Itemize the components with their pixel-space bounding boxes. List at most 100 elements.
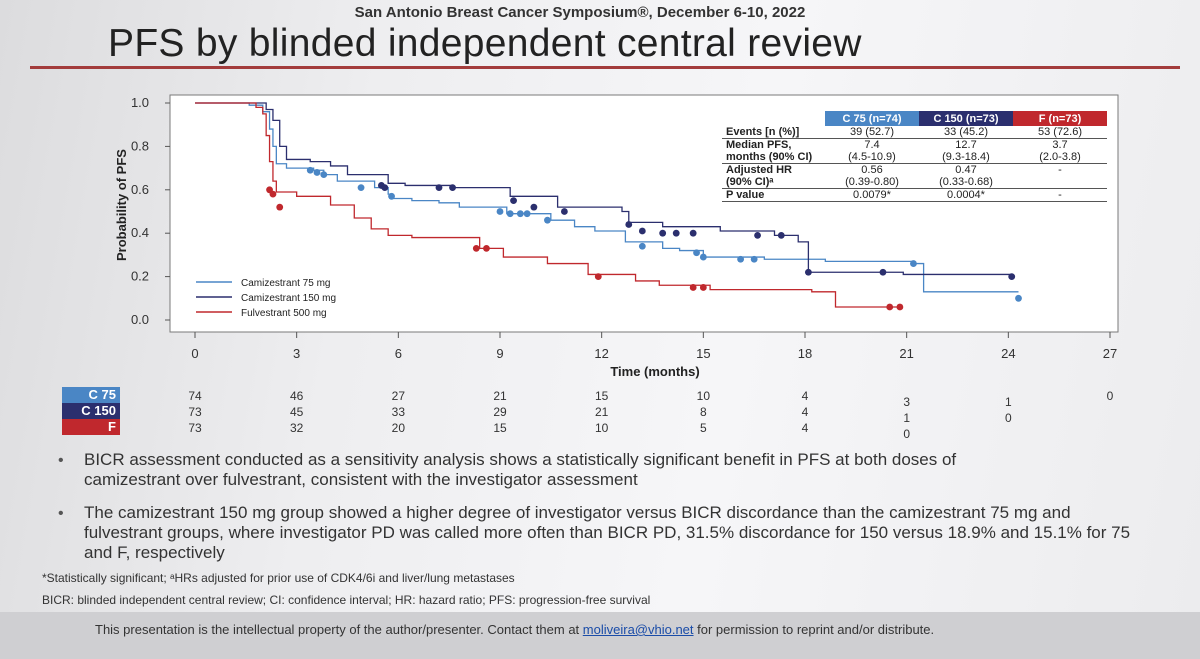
bullet-2: The camizestrant 150 mg group showed a h… xyxy=(84,503,1131,562)
x-tick-label: 6 xyxy=(395,346,402,361)
table-header: C 75 (n=74) xyxy=(825,111,919,126)
table-row-label: Median PFS, xyxy=(726,139,792,151)
table-row: Events [n (%)] 39 (52.7) 33 (45.2) 53 (72.6… xyxy=(722,126,1107,139)
y-tick-label: 0.4 xyxy=(131,225,149,240)
x-axis-label: Time (months) xyxy=(610,364,699,379)
at-risk-count: 15 xyxy=(594,389,609,403)
at-risk-count: 4 xyxy=(801,421,809,435)
table-row: (90% CI)ᵃ (0.39-0.80) (0.33-0.68) xyxy=(722,176,1107,189)
censor-mark-c150 xyxy=(672,229,680,237)
at-risk-count: 1 xyxy=(1004,395,1012,409)
censor-mark-c150 xyxy=(689,229,697,237)
table-cell: (0.39-0.80) xyxy=(825,176,919,189)
censor-mark-f xyxy=(886,303,894,311)
legend-label-f: Fulvestrant 500 mg xyxy=(241,308,327,319)
contact-email-link[interactable]: moliveira@vhio.net xyxy=(582,622,694,637)
censor-mark-c75 xyxy=(750,255,758,263)
censor-mark-c150 xyxy=(435,184,443,192)
at-risk-count: 10 xyxy=(594,421,609,435)
censor-mark-c75 xyxy=(496,208,504,215)
at-risk-count: 10 xyxy=(696,389,710,403)
censor-mark-c75 xyxy=(523,210,531,218)
at-risk-count: 20 xyxy=(391,421,405,435)
censor-mark-f xyxy=(483,244,490,252)
table-cell: - xyxy=(1013,188,1107,202)
y-tick-label: 0.6 xyxy=(131,182,149,197)
bullet-dot: • xyxy=(58,452,64,469)
disclaimer: This presentation is the intellectual pr… xyxy=(95,622,934,637)
censor-mark-c75 xyxy=(320,171,328,179)
censor-mark-c150 xyxy=(754,231,761,239)
table-cell: 3.7 xyxy=(1052,139,1068,151)
table-row-label: P value xyxy=(722,188,825,202)
table-cell: 53 (72.6) xyxy=(1013,126,1107,139)
censor-mark-c75 xyxy=(506,210,514,218)
censor-mark-c150 xyxy=(530,203,538,211)
disclaimer-text: This presentation is the intellectual pr… xyxy=(95,622,583,637)
censor-mark-f xyxy=(699,284,707,291)
censor-mark-c75 xyxy=(693,249,700,257)
table-row-label: Events [n (%)] xyxy=(722,126,825,139)
x-tick-label: 12 xyxy=(594,346,608,361)
at-risk-count: 8 xyxy=(699,405,707,419)
censor-mark-c150 xyxy=(879,268,887,276)
at-risk-count: 74 xyxy=(188,389,202,403)
title-rule xyxy=(30,66,1180,69)
table-row: Adjusted HR 0.56 0.47 - xyxy=(722,164,1107,177)
at-risk-count: 21 xyxy=(594,405,609,419)
censor-mark-c150 xyxy=(510,197,517,205)
censor-mark-f xyxy=(594,273,602,280)
censor-mark-c75 xyxy=(737,255,745,263)
table-row: months (90% CI) (4.5-10.9) (9.3-18.4) (2.0-… xyxy=(722,151,1107,164)
censor-mark-c75 xyxy=(638,242,646,250)
table-row-label: (90% CI)ᵃ xyxy=(722,176,825,189)
x-tick-label: 21 xyxy=(899,346,913,361)
at-risk-count: 0 xyxy=(903,427,910,441)
censor-mark-c150 xyxy=(804,268,812,276)
table-cell: 7.4 xyxy=(864,139,880,151)
at-risk-count: 3 xyxy=(903,395,910,409)
bullet-1: BICR assessment conducted as a sensitivi… xyxy=(84,450,957,489)
censor-mark-c75 xyxy=(313,169,321,176)
summary-table: C 75 (n=74) C 150 (n=73) F (n=73) Events [n… xyxy=(722,111,1107,202)
table-cell: 12.7 xyxy=(955,139,977,151)
disclaimer-text-end: for permission to reprint and/or distrib… xyxy=(693,622,935,637)
at-risk-count: 73 xyxy=(188,421,202,435)
censor-mark-c75 xyxy=(357,184,365,192)
table-cell: 0.56 xyxy=(861,164,883,176)
at-risk-count: 1 xyxy=(903,411,910,425)
at-risk-count: 27 xyxy=(391,389,405,403)
at-risk-count: 32 xyxy=(289,421,304,435)
at-risk-count: 5 xyxy=(699,421,707,435)
table-corner xyxy=(722,111,825,126)
y-tick-label: 1.0 xyxy=(131,95,149,110)
censor-mark-f xyxy=(276,203,284,211)
at-risk-count: 0 xyxy=(1004,411,1012,425)
table-cell: 0.0079* xyxy=(825,188,919,202)
censor-mark-c75 xyxy=(910,260,917,267)
legend-label-c75: Camizestrant 75 mg xyxy=(241,278,330,289)
at-risk-count: 21 xyxy=(493,389,507,403)
legend-label-c150: Camizestrant 150 mg xyxy=(241,293,336,304)
footer-bar xyxy=(0,612,1200,659)
table-cell: (4.5-10.9) xyxy=(825,151,919,164)
at-risk-count: 15 xyxy=(493,421,507,435)
table-row: P value 0.0079* 0.0004* - xyxy=(722,188,1107,202)
censor-mark-c75 xyxy=(306,166,314,174)
table-cell: 33 (45.2) xyxy=(919,126,1013,139)
at-risk-label-f: F xyxy=(62,419,120,435)
censor-mark-f xyxy=(472,244,480,252)
table-row-label: months (90% CI) xyxy=(722,151,825,164)
censor-mark-f xyxy=(896,303,904,311)
at-risk-count: 73 xyxy=(188,405,202,419)
table-header: C 150 (n=73) xyxy=(919,111,1013,126)
y-tick-label: 0.0 xyxy=(131,312,149,327)
censor-mark-c150 xyxy=(449,184,456,192)
at-risk-count: 33 xyxy=(391,405,405,419)
x-tick-label: 18 xyxy=(798,346,812,361)
table-cell: (2.0-3.8) xyxy=(1013,151,1107,164)
table-cell: (0.33-0.68) xyxy=(919,176,1013,189)
table-cell: (9.3-18.4) xyxy=(919,151,1013,164)
x-tick-label: 9 xyxy=(496,346,503,361)
